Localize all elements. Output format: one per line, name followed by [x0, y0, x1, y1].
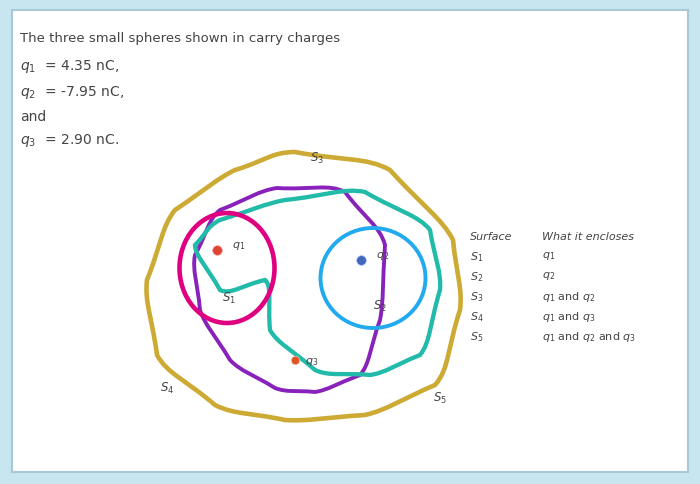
- Text: $q_2$  = -7.95 nC,: $q_2$ = -7.95 nC,: [20, 84, 124, 101]
- Text: $q_3$  = 2.90 nC.: $q_3$ = 2.90 nC.: [20, 132, 119, 149]
- Text: $q_1$  = 4.35 nC,: $q_1$ = 4.35 nC,: [20, 58, 119, 75]
- Text: $q_2$: $q_2$: [376, 250, 389, 262]
- Text: What it encloses: What it encloses: [542, 232, 634, 242]
- Text: $q_1$ and $q_2$: $q_1$ and $q_2$: [542, 290, 596, 304]
- Text: $S_4$: $S_4$: [160, 380, 174, 395]
- Text: $S_3$: $S_3$: [470, 290, 483, 304]
- Text: $S_4$: $S_4$: [470, 310, 484, 324]
- Text: $S_2$: $S_2$: [470, 270, 483, 284]
- FancyBboxPatch shape: [12, 10, 688, 472]
- Text: $S_5$: $S_5$: [433, 391, 447, 406]
- Text: $q_1$: $q_1$: [232, 240, 245, 252]
- Text: $q_3$: $q_3$: [305, 356, 318, 368]
- Text: $S_2$: $S_2$: [373, 299, 387, 314]
- Text: $S_3$: $S_3$: [310, 151, 324, 166]
- Text: $S_5$: $S_5$: [470, 330, 483, 344]
- Text: and: and: [20, 110, 46, 124]
- Text: $q_1$: $q_1$: [542, 250, 555, 262]
- Text: $q_1$ and $q_3$: $q_1$ and $q_3$: [542, 310, 596, 324]
- Text: Surface: Surface: [470, 232, 512, 242]
- Text: The three small spheres shown in carry charges: The three small spheres shown in carry c…: [20, 32, 340, 45]
- Text: $S_1$: $S_1$: [470, 250, 483, 264]
- Text: $q_1$ and $q_2$ and $q_3$: $q_1$ and $q_2$ and $q_3$: [542, 330, 636, 344]
- Text: $S_1$: $S_1$: [222, 290, 236, 305]
- Text: $q_2$: $q_2$: [542, 270, 555, 282]
